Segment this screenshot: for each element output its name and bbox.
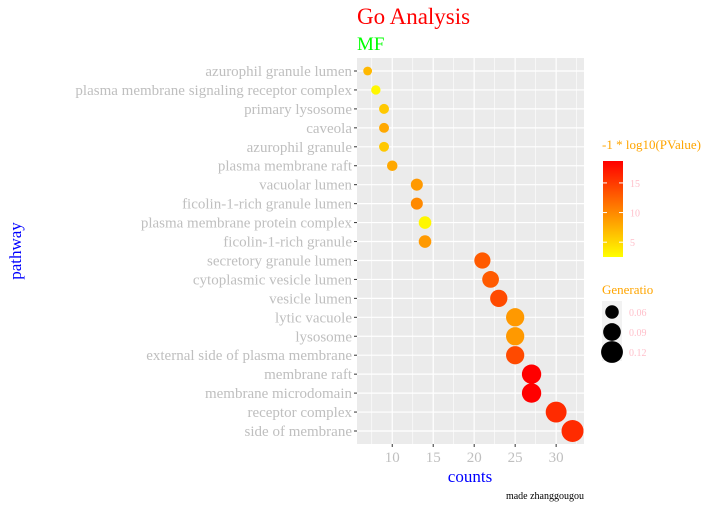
y-tick-label: plasma membrane protein complex (141, 216, 353, 232)
y-tick-label: caveola (306, 121, 352, 137)
y-tick-label: plasma membrane signaling receptor compl… (75, 83, 352, 99)
y-tick-label: lytic vacuole (275, 310, 352, 326)
y-axis-title: pathway (6, 222, 25, 280)
size-key-label: 0.09 (629, 328, 647, 339)
color-bar (603, 161, 623, 257)
data-point (521, 383, 542, 403)
size-legend: 0.06 0.09 0.12 (601, 305, 647, 363)
x-tick-label: 30 (549, 450, 564, 466)
y-tick-label: external side of plasma membrane (146, 348, 352, 364)
data-point (386, 160, 398, 171)
x-tick-label: 15 (426, 450, 441, 466)
y-tick-label: side of membrane (245, 424, 353, 440)
size-key-label: 0.12 (629, 348, 647, 359)
points (363, 66, 584, 442)
y-tick-label: azurophil granule (247, 140, 353, 156)
data-point (379, 122, 390, 133)
size-key (601, 341, 623, 363)
y-tick-label: membrane microdomain (205, 386, 353, 402)
chart-title: Go Analysis (357, 4, 470, 29)
data-point (418, 216, 432, 229)
data-point (410, 197, 423, 210)
data-point (474, 252, 491, 269)
data-point (561, 420, 584, 442)
y-tick-label: plasma membrane raft (218, 159, 353, 175)
size-key (605, 305, 619, 319)
color-tick-label: 5 (630, 238, 635, 249)
y-tick-label: ficolin-1-rich granule lumen (182, 197, 352, 213)
data-point (418, 235, 432, 248)
x-tick-label: 20 (467, 450, 482, 466)
x-tick-labels: 10 15 20 25 30 (385, 450, 564, 466)
y-tick-label: receptor complex (247, 405, 352, 421)
y-tick-label: secretory granule lumen (207, 253, 352, 269)
x-tick-label: 25 (508, 450, 523, 466)
y-tick-label: vacuolar lumen (259, 178, 352, 194)
x-tick-label: 10 (385, 450, 400, 466)
size-legend-title: Generatio (602, 282, 653, 297)
color-legend-ticks: 5 10 15 (603, 179, 640, 249)
data-point (490, 289, 508, 308)
data-point (506, 346, 525, 365)
y-tick-label: azurophil granule lumen (205, 64, 352, 80)
size-key-label: 0.06 (629, 308, 647, 319)
data-point (521, 364, 542, 384)
y-tick-label: ficolin-1-rich granule (223, 235, 352, 251)
grid (354, 58, 584, 447)
color-tick-label: 10 (630, 209, 640, 220)
y-tick-label: lysosome (295, 329, 352, 345)
data-point (379, 103, 390, 114)
data-point (371, 85, 381, 95)
data-point (482, 271, 499, 288)
x-axis-title: counts (448, 467, 492, 486)
y-tick-label: vesicle lumen (269, 291, 352, 307)
y-tick-labels: azurophil granule lumen plasma membrane s… (75, 64, 352, 440)
size-key (603, 323, 621, 341)
color-tick-label: 15 (630, 179, 640, 190)
data-point (506, 308, 525, 327)
data-point (506, 327, 525, 346)
color-legend-title: -1 * log10(PValue) (602, 137, 701, 152)
data-point (410, 178, 423, 191)
data-point (545, 401, 567, 423)
data-point (379, 141, 390, 152)
panel-background (357, 58, 584, 444)
data-point (363, 66, 373, 76)
y-tick-label: cytoplasmic vesicle lumen (193, 272, 353, 288)
y-tick-label: primary lysosome (244, 102, 352, 118)
caption: made zhanggougou (506, 491, 584, 502)
chart-subtitle: MF (357, 34, 384, 55)
y-tick-label: membrane raft (264, 367, 353, 383)
